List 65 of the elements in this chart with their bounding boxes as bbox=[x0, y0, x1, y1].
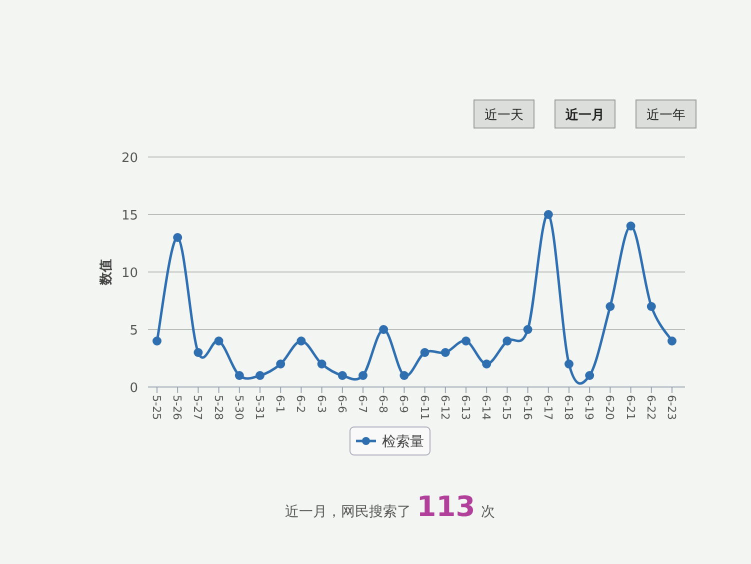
y-tick-label: 20 bbox=[121, 151, 138, 166]
x-tick-label: 6-8 bbox=[376, 395, 390, 413]
point bbox=[214, 336, 224, 346]
x-tick-label: 5-31 bbox=[253, 395, 266, 420]
button: 近一月 bbox=[554, 100, 616, 128]
x-tick-label: 6-6 bbox=[335, 395, 348, 413]
y-tick-label: 15 bbox=[121, 208, 138, 224]
point bbox=[338, 371, 347, 380]
x-tick-label: 6-20 bbox=[603, 395, 616, 420]
point bbox=[400, 371, 409, 380]
x-tick-label: 6-3 bbox=[314, 395, 328, 413]
x-tick-label: 5-26 bbox=[170, 395, 184, 420]
x-tick-label: 6-1 bbox=[274, 395, 287, 413]
y-axis-title: 数值 bbox=[99, 259, 114, 286]
x-tick-label: 6-13 bbox=[459, 395, 472, 420]
button: 近一天 bbox=[474, 100, 534, 128]
x-tick-label: 6-11 bbox=[418, 395, 431, 420]
x-tick-label: 6-16 bbox=[520, 395, 534, 420]
point bbox=[502, 336, 512, 346]
point bbox=[646, 302, 656, 311]
point bbox=[626, 222, 636, 230]
point bbox=[234, 371, 244, 380]
point bbox=[523, 325, 532, 334]
point bbox=[173, 233, 182, 242]
point bbox=[462, 336, 470, 346]
text: 近一月，网民搜索了 bbox=[284, 504, 411, 520]
point bbox=[440, 348, 450, 357]
point bbox=[296, 336, 306, 346]
x-tick-label: 6-22 bbox=[644, 395, 658, 420]
x-tick-label: 6-19 bbox=[582, 395, 596, 420]
point bbox=[668, 336, 676, 346]
y-tick-label: 10 bbox=[121, 266, 138, 281]
x-tick-label: 6-17 bbox=[541, 395, 554, 420]
x-tick-label: 6-7 bbox=[356, 395, 369, 413]
x-tick-label: 6-18 bbox=[562, 395, 575, 420]
x-tick-label: 6-2 bbox=[294, 395, 308, 413]
x-tick-label: 5-25 bbox=[150, 395, 163, 420]
point bbox=[379, 325, 388, 334]
point bbox=[194, 348, 203, 357]
x-tick-label: 6-9 bbox=[397, 395, 410, 413]
text: 113 bbox=[416, 490, 476, 523]
button: 近一年 bbox=[636, 100, 696, 128]
point bbox=[276, 360, 286, 368]
x-tick-label: 5-30 bbox=[232, 395, 246, 420]
x-tick-label: 6-23 bbox=[665, 395, 678, 420]
point bbox=[420, 348, 430, 357]
point bbox=[544, 210, 553, 219]
x-tick-label: 6-15 bbox=[500, 395, 514, 420]
x-tick-label: 6-14 bbox=[480, 395, 493, 420]
point bbox=[317, 360, 326, 368]
text: 次 bbox=[481, 504, 496, 520]
point bbox=[585, 371, 594, 380]
point bbox=[256, 371, 264, 380]
x-tick-label: 5-27 bbox=[191, 395, 204, 420]
point bbox=[152, 336, 162, 346]
x-tick-label: 6-12 bbox=[438, 395, 452, 420]
point bbox=[606, 302, 615, 311]
legend-label: 检索量 bbox=[382, 434, 424, 450]
point bbox=[564, 360, 574, 368]
x-tick-label: 6-21 bbox=[624, 395, 637, 420]
y-tick-label: 5 bbox=[130, 324, 138, 338]
point bbox=[358, 371, 368, 380]
y-tick-label: 0 bbox=[130, 381, 138, 396]
point bbox=[482, 360, 492, 368]
x-tick-label: 5-28 bbox=[212, 395, 225, 420]
